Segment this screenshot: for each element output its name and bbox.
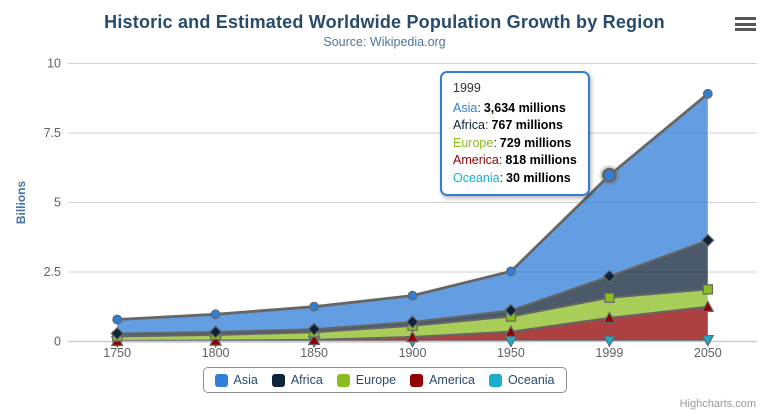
tooltip-value: 818 millions: [505, 153, 577, 167]
legend-label: Oceania: [507, 373, 555, 387]
tooltip-row: America: 818 millions: [453, 152, 577, 170]
marker-america-2050[interactable]: [701, 300, 715, 312]
x-tick-label: 1950: [497, 346, 525, 360]
tooltip-series-name: Europe: [453, 135, 494, 150]
legend-item-oceania[interactable]: Oceania: [488, 373, 555, 387]
legend-item-america[interactable]: America: [410, 373, 475, 387]
marker-africa-1950[interactable]: [504, 303, 518, 318]
y-tick-label: 5: [54, 196, 61, 210]
x-tick-label: 1900: [399, 346, 427, 360]
y-tick-label: 0: [54, 335, 61, 349]
marker-asia-1900[interactable]: [407, 290, 418, 301]
tooltip-row: Asia: 3,634 millions: [453, 100, 577, 118]
x-tick-label: 1750: [103, 346, 131, 360]
chart-subtitle: Source: Wikipedia.org: [323, 35, 446, 49]
marker-africa-1900[interactable]: [405, 315, 420, 329]
x-tick-label: 1800: [202, 346, 230, 360]
y-tick-label: 7.5: [44, 126, 61, 140]
tooltip-colon: :: [499, 170, 504, 185]
legend-symbol-oceania: [488, 373, 502, 387]
marker-asia-1850[interactable]: [309, 301, 320, 312]
legend-label: Asia: [233, 373, 258, 387]
tooltip-header: 1999: [453, 81, 481, 95]
marker-asia-1999[interactable]: [601, 167, 617, 183]
x-tick-label: 2050: [694, 346, 722, 360]
context-menu-button[interactable]: [735, 17, 756, 31]
area-band-africa: [117, 240, 708, 337]
x-tick-label: 1999: [595, 346, 623, 360]
tooltip-row: Africa: 767 millions: [453, 117, 577, 135]
marker-asia-1750[interactable]: [112, 314, 123, 325]
area-band-asia: [117, 93, 708, 334]
x-tick-label: 1850: [300, 346, 328, 360]
marker-africa-1750[interactable]: [110, 326, 124, 341]
legend-symbol-america: [410, 373, 424, 387]
legend-symbol-africa: [271, 373, 285, 387]
credits-link[interactable]: Highcharts.com: [679, 398, 756, 410]
legend-label: Europe: [355, 373, 397, 387]
tooltip-value: 3,634 millions: [483, 100, 566, 115]
marker-africa-1850[interactable]: [307, 322, 321, 336]
tooltip-row: Oceania: 30 millions: [453, 170, 577, 188]
tooltip-colon: :: [493, 135, 497, 150]
legend-label: America: [429, 373, 475, 387]
marker-europe-2050[interactable]: [702, 284, 714, 295]
legend-label: Africa: [290, 373, 323, 387]
marker-america-1850[interactable]: [307, 333, 321, 346]
tooltip-value: 767 millions: [491, 118, 563, 132]
marker-africa-1800[interactable]: [208, 325, 223, 339]
marker-asia-2050[interactable]: [702, 88, 713, 99]
legend-symbol-europe: [336, 373, 350, 387]
tooltip-value: 30 millions: [506, 170, 571, 185]
chart-title: Historic and Estimated Worldwide Populat…: [104, 12, 665, 32]
tooltip: 1999 Asia: 3,634 millions Africa: 767 mill…: [440, 71, 590, 196]
marker-oceania-1999[interactable]: [602, 335, 616, 348]
area-band-america: [117, 306, 708, 342]
tooltip-value: 729 millions: [499, 135, 572, 150]
tooltip-series-name: America: [453, 153, 499, 167]
legend: Asia Africa Europe America Oceania: [202, 367, 567, 393]
hamburger-icon: [735, 17, 756, 20]
y-tick-label: 2.5: [44, 265, 61, 279]
tooltip-colon: :: [484, 118, 489, 132]
tooltip-row: Europe: 729 millions: [453, 135, 577, 153]
tooltip-series-name: Oceania: [453, 170, 500, 185]
marker-africa-1999[interactable]: [602, 269, 617, 283]
hamburger-icon: [735, 28, 756, 31]
y-tick-label: 10: [47, 57, 61, 71]
y-axis-title: Billions: [14, 181, 28, 225]
hamburger-icon: [735, 22, 756, 26]
marker-oceania-2050[interactable]: [701, 335, 715, 347]
tooltip-series-name: Asia: [453, 100, 478, 115]
marker-europe-1999[interactable]: [604, 292, 615, 303]
marker-america-1900[interactable]: [406, 330, 419, 343]
marker-asia-1950[interactable]: [506, 266, 516, 277]
tooltip-series-name: Africa: [453, 118, 485, 132]
marker-america-1800[interactable]: [209, 333, 223, 346]
legend-item-asia[interactable]: Asia: [214, 373, 258, 387]
legend-symbol-asia: [214, 373, 228, 387]
marker-asia-1800[interactable]: [210, 309, 221, 320]
marker-america-1950[interactable]: [504, 325, 518, 337]
tooltip-colon: :: [477, 100, 481, 115]
marker-africa-2050[interactable]: [701, 233, 715, 247]
marker-america-1999[interactable]: [602, 311, 616, 324]
legend-item-europe[interactable]: Europe: [336, 373, 397, 387]
legend-item-africa[interactable]: Africa: [271, 373, 323, 387]
tooltip-colon: :: [498, 153, 503, 167]
